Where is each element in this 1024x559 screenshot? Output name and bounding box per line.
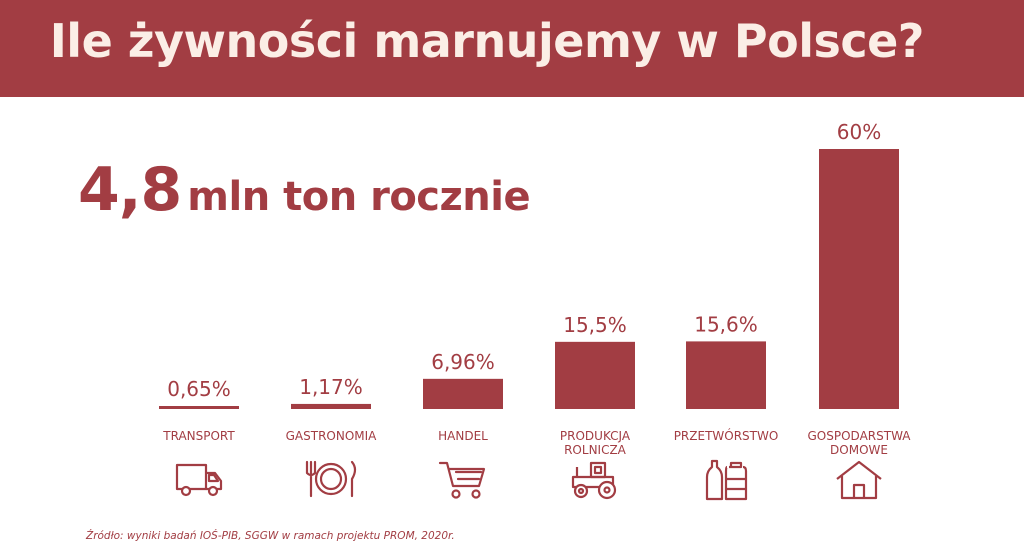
category-label-1: GASTRONOMIA — [286, 429, 378, 443]
category-label-3-line-0: PRODUKCJA — [560, 429, 631, 443]
bottles-icon — [701, 459, 751, 505]
truck-icon — [174, 459, 224, 503]
category-label-5-line-0: GOSPODARSTWA — [808, 429, 912, 443]
headline-unit: mln ton rocznie — [187, 174, 531, 220]
bar-value-label-3: 15,5% — [563, 313, 627, 337]
category-label-2: HANDEL — [438, 429, 488, 443]
bar-3 — [555, 341, 635, 409]
house-icon — [834, 459, 884, 505]
chart-title: Ile żywności marnujemy w Polsce? — [49, 14, 925, 68]
tractor-icon — [567, 459, 623, 505]
category-label-4: PRZETWÓRSTWO — [674, 428, 779, 443]
category-label-3-line-1: ROLNICZA — [564, 443, 627, 457]
category-label-5-line-1: DOMOWE — [830, 443, 888, 457]
bar-1 — [291, 403, 371, 409]
category-label-0: TRANSPORT — [162, 429, 235, 443]
bar-value-label-2: 6,96% — [431, 350, 495, 374]
title-banner: Ile żywności marnujemy w Polsce? — [0, 0, 1024, 97]
bar-value-label-0: 0,65% — [167, 377, 231, 401]
shopping-cart-icon — [438, 459, 488, 505]
bar-0 — [159, 406, 239, 409]
bar-2 — [423, 378, 503, 409]
headline-value: 4,8 — [78, 155, 182, 225]
bar-5 — [819, 149, 899, 409]
headline: 4,8 mln ton rocznie — [78, 155, 531, 225]
bar-4 — [686, 341, 766, 409]
bar-value-label-5: 60% — [837, 120, 881, 144]
source-note: Źródło: wyniki badań IOŚ-PIB, SGGW w ram… — [86, 530, 455, 542]
cutlery-plate-icon — [301, 459, 361, 503]
bar-value-label-4: 15,6% — [694, 312, 758, 336]
bar-value-label-1: 1,17% — [299, 375, 363, 399]
